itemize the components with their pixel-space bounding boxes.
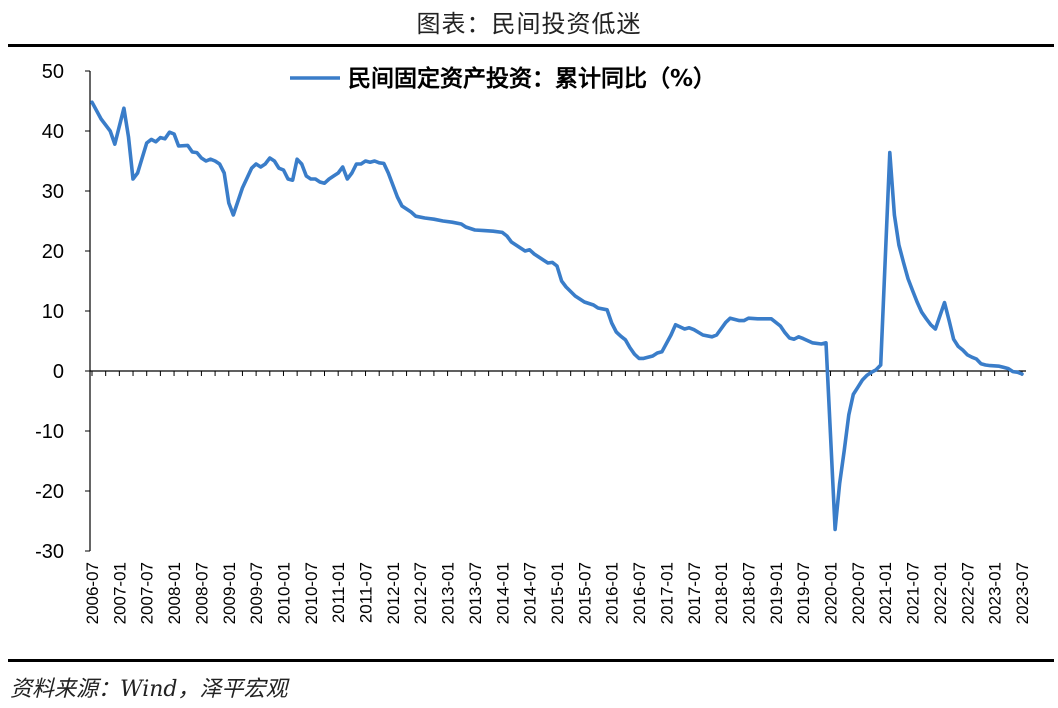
- y-tick-label: 40: [42, 121, 64, 143]
- x-tick-label: 2023-07: [1013, 562, 1032, 624]
- x-tick-label: 2016-07: [630, 562, 649, 624]
- x-tick-label: 2009-07: [247, 562, 266, 624]
- series-layer: [90, 100, 1024, 532]
- x-tick-label: 2010-07: [302, 562, 321, 624]
- x-tick-label: 2014-07: [521, 562, 540, 624]
- x-tick-label: 2015-07: [575, 562, 594, 624]
- x-tick-label: 2018-07: [739, 562, 758, 624]
- x-tick-label: 2019-07: [794, 562, 813, 624]
- x-tick-label: 2007-07: [138, 562, 157, 624]
- series-line: [90, 100, 1024, 532]
- x-tick-label: 2008-01: [165, 562, 184, 624]
- x-tick-label: 2022-01: [931, 562, 950, 624]
- y-tick-label: 30: [42, 181, 64, 203]
- y-tick-label: 50: [42, 61, 64, 83]
- x-tick-label: 2012-07: [411, 562, 430, 624]
- figure-title: 图表：民间投资低迷: [416, 10, 642, 38]
- source-note: 资料来源：Wind，泽平宏观: [10, 677, 288, 702]
- x-tick-label: 2018-01: [712, 562, 731, 624]
- x-tick-label: 2021-07: [904, 562, 923, 624]
- y-tick-label: -30: [35, 541, 64, 563]
- x-tick-label: 2017-07: [685, 562, 704, 624]
- bottom-rule: [8, 659, 1054, 662]
- x-tick-label: 2016-01: [603, 562, 622, 624]
- x-tick-label: 2023-01: [986, 562, 1005, 624]
- legend: 民间固定资产投资：累计同比（%）: [290, 65, 716, 92]
- x-tick-label: 2017-01: [657, 562, 676, 624]
- y-axis: 50 40 30 20 10 0 -10 -20 -30: [35, 61, 91, 563]
- y-tick-label: -10: [35, 421, 64, 443]
- y-tick-label: 20: [42, 241, 64, 263]
- legend-label: 民间固定资产投资：累计同比（%）: [348, 65, 716, 92]
- x-tick-label: 2022-07: [958, 562, 977, 624]
- x-tick-label: 2009-01: [220, 562, 239, 624]
- x-tick-label: 2019-01: [767, 562, 786, 624]
- x-tick-label: 2011-07: [357, 562, 376, 623]
- x-tick-label: 2021-01: [876, 562, 895, 624]
- y-tick-label: 0: [53, 361, 64, 383]
- x-tick-label: 2020-01: [822, 562, 841, 624]
- x-tick-label: 2006-07: [83, 562, 102, 624]
- x-tick-label: 2010-01: [274, 562, 293, 624]
- top-rule: [8, 44, 1054, 47]
- x-tick-label: 2020-07: [849, 562, 868, 624]
- y-tick-label: 10: [42, 301, 64, 323]
- x-tick-label: 2014-01: [493, 562, 512, 624]
- x-tick-label: 2015-01: [548, 562, 567, 624]
- x-tick-label: 2012-01: [384, 562, 403, 624]
- x-tick-label: 2013-07: [466, 562, 485, 624]
- x-tick-label: 2011-01: [329, 562, 348, 623]
- x-axis: 2006-07 2007-01 2007-07 2008-01 2008-07 2009-…: [83, 370, 1032, 624]
- x-tick-label: 2008-07: [192, 562, 211, 624]
- y-tick-label: -20: [35, 481, 64, 503]
- x-tick-label: 2007-01: [110, 562, 129, 624]
- x-tick-label: 2013-01: [439, 562, 458, 624]
